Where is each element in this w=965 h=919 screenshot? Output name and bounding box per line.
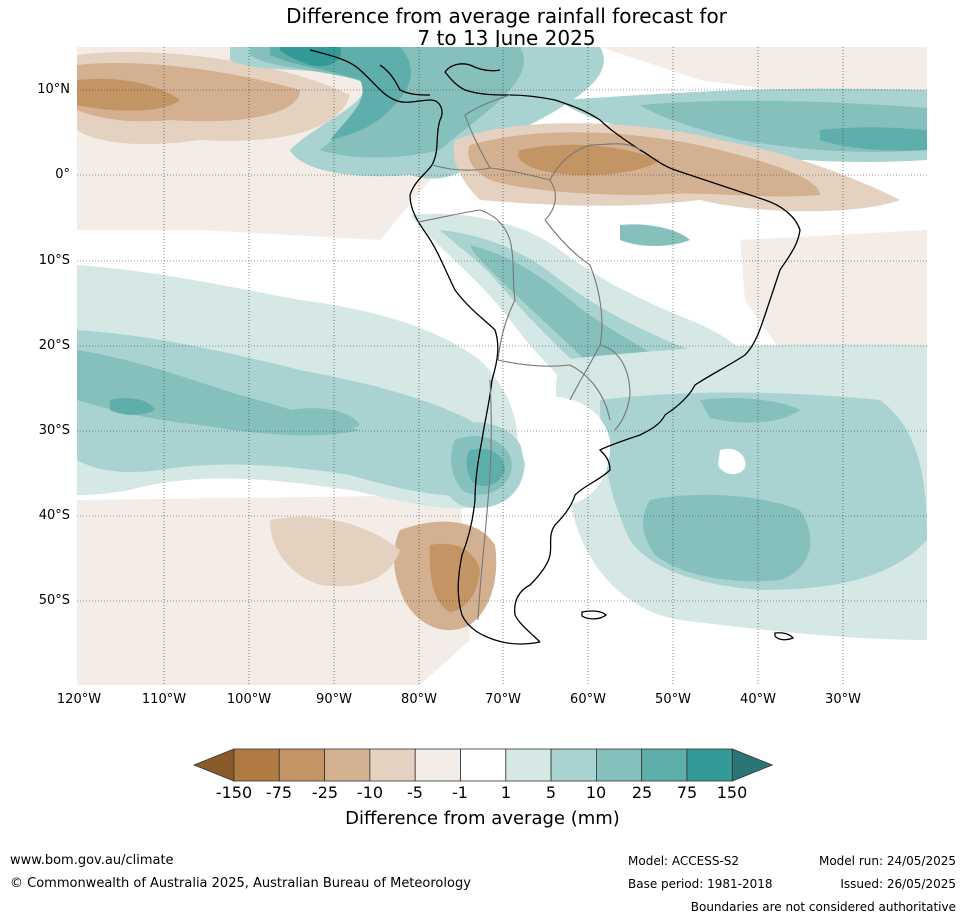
colorbar-tick: 75 bbox=[676, 783, 698, 802]
colorbar-bin bbox=[686, 748, 733, 782]
lat-label-30s: 30°S bbox=[38, 423, 70, 438]
lon-label-40w: 40°W bbox=[740, 692, 776, 707]
lat-label-10s: 10°S bbox=[38, 253, 70, 268]
boundaries-disclaimer: Boundaries are not considered authoritat… bbox=[690, 900, 956, 914]
lon-label-60w: 60°W bbox=[570, 692, 606, 707]
colorbar-bin bbox=[278, 748, 325, 782]
map-title-line1: Difference from average rainfall forecas… bbox=[286, 4, 727, 28]
lon-label-70w: 70°W bbox=[485, 692, 521, 707]
colorbar-tick: 1 bbox=[500, 783, 512, 802]
colorbar-tick: 5 bbox=[545, 783, 557, 802]
colorbar-bin bbox=[596, 748, 643, 782]
colorbar-bin bbox=[414, 748, 461, 782]
lon-label-120w: 120°W bbox=[56, 692, 102, 707]
colorbar-tick: -150 bbox=[215, 783, 253, 802]
lat-label-10n: 10°N bbox=[37, 82, 70, 97]
colorbar-bin bbox=[641, 748, 688, 782]
colorbar-bin bbox=[324, 748, 371, 782]
map-title-line2: 7 to 13 June 2025 bbox=[417, 26, 596, 50]
lon-label-90w: 90°W bbox=[316, 692, 352, 707]
colorbar-tick: 25 bbox=[631, 783, 653, 802]
colorbar-tick: -10 bbox=[356, 783, 384, 802]
lat-label-40s: 40°S bbox=[38, 508, 70, 523]
colorbar-label: Difference from average (mm) bbox=[345, 808, 620, 829]
colorbar-tick: -75 bbox=[265, 783, 293, 802]
lat-label-20s: 20°S bbox=[38, 338, 70, 353]
website-link[interactable]: www.bom.gov.au/climate bbox=[10, 853, 174, 868]
model-run-date: Model run: 24/05/2025 bbox=[818, 854, 956, 868]
lon-label-100w: 100°W bbox=[226, 692, 272, 707]
lon-label-50w: 50°W bbox=[655, 692, 691, 707]
colorbar-bin bbox=[369, 748, 416, 782]
colorbar-bin bbox=[460, 748, 507, 782]
graticule bbox=[77, 47, 927, 685]
colorbar bbox=[192, 748, 774, 782]
country-borders bbox=[417, 94, 641, 621]
colorbar-tick: -5 bbox=[407, 783, 423, 802]
colorbar-bin bbox=[505, 748, 552, 782]
coastlines bbox=[309, 49, 801, 645]
colorbar-bin bbox=[233, 748, 280, 782]
colorbar-bin bbox=[550, 748, 597, 782]
colorbar-extend-low bbox=[192, 748, 235, 782]
base-period: Base period: 1981-2018 bbox=[628, 877, 773, 891]
lon-label-80w: 80°W bbox=[401, 692, 437, 707]
colorbar-tick: 150 bbox=[716, 783, 748, 802]
lon-label-110w: 110°W bbox=[141, 692, 187, 707]
lat-label-50s: 50°S bbox=[38, 593, 70, 608]
issued-date: Issued: 26/05/2025 bbox=[840, 877, 956, 891]
colorbar-tick: 10 bbox=[585, 783, 607, 802]
colorbar-tick: -1 bbox=[452, 783, 468, 802]
colorbar-extend-high bbox=[731, 748, 774, 782]
lon-label-30w: 30°W bbox=[825, 692, 861, 707]
rainfall-anomaly-field bbox=[77, 47, 927, 685]
copyright-text: © Commonwealth of Australia 2025, Austra… bbox=[10, 876, 471, 891]
colorbar-tick: -25 bbox=[311, 783, 339, 802]
lat-label-0: 0° bbox=[55, 167, 70, 182]
model-name: Model: ACCESS-S2 bbox=[628, 854, 740, 868]
